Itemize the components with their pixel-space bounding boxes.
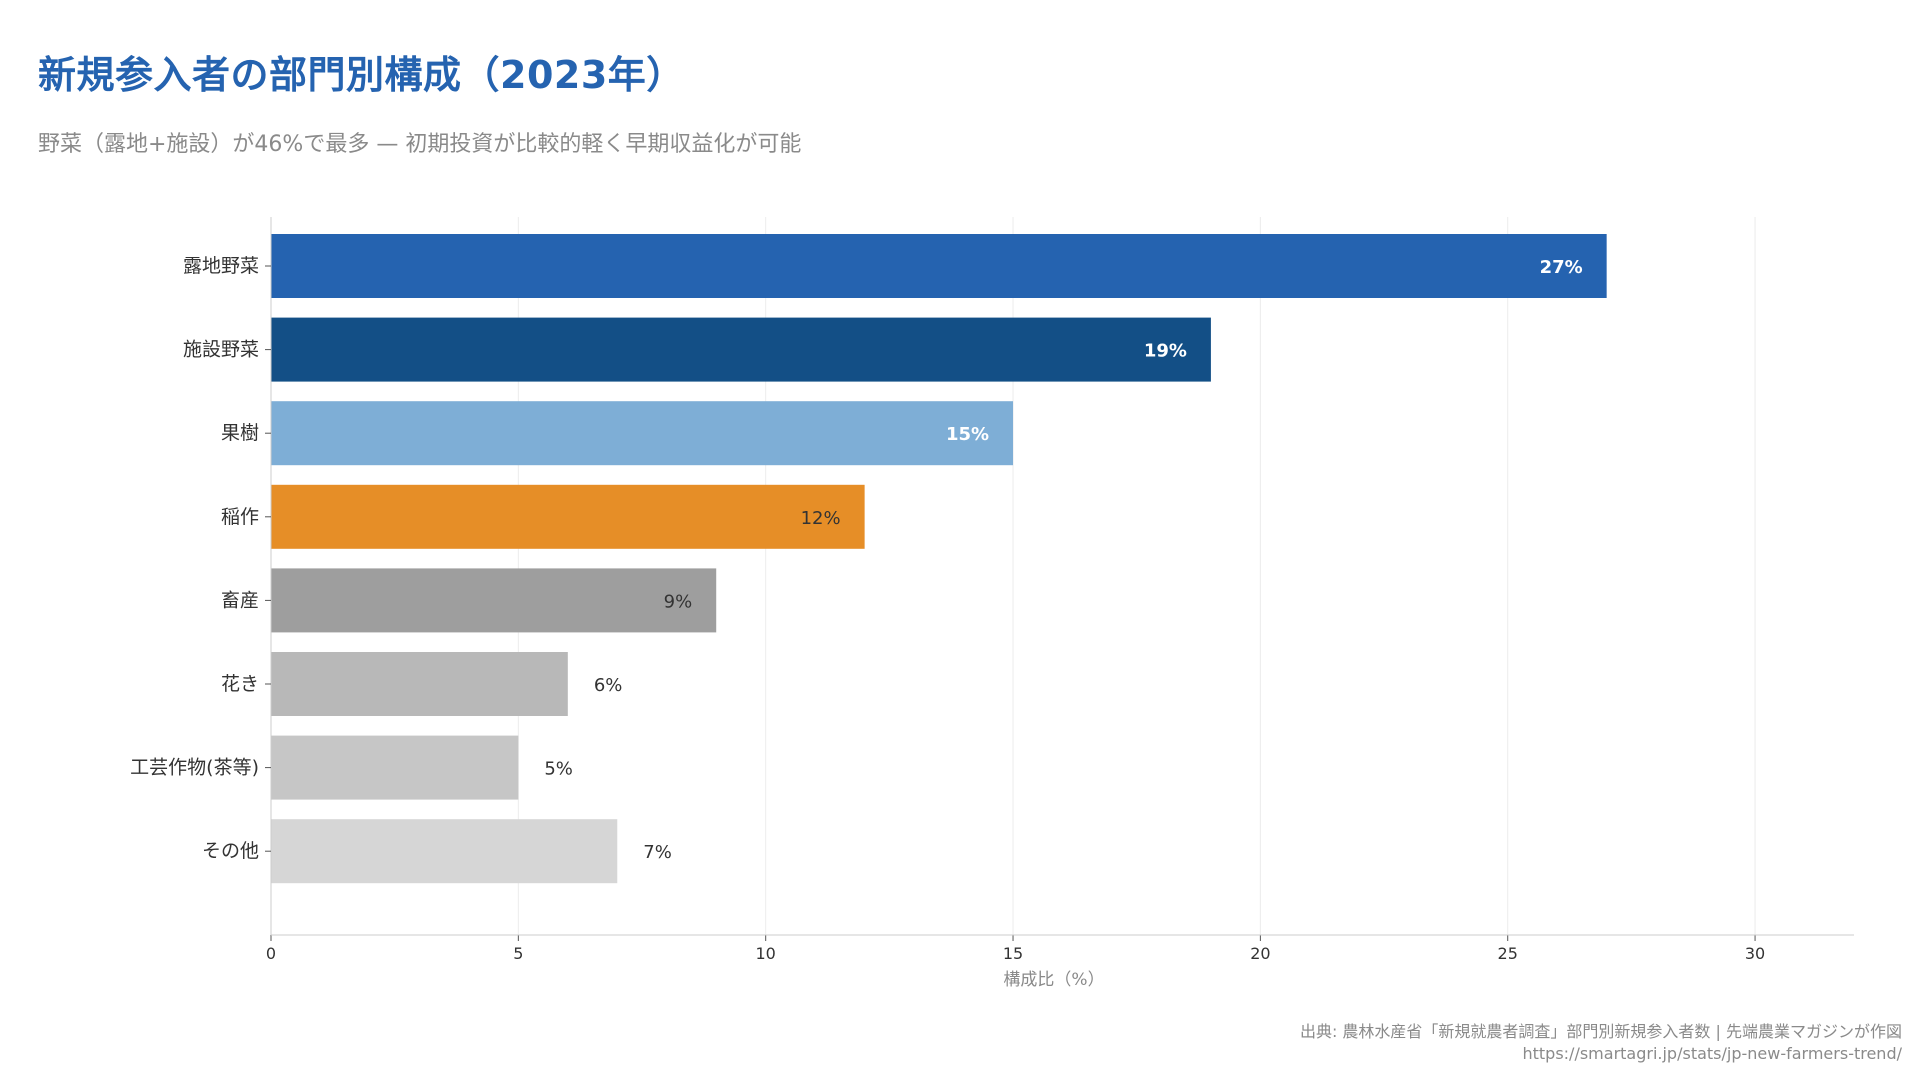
chart-title: 新規参入者の部門別構成（2023年） <box>38 53 685 97</box>
x-tick-label: 25 <box>1498 944 1518 963</box>
source-url: https://smartagri.jp/stats/jp-new-farmer… <box>1522 1044 1902 1063</box>
value-label: 27% <box>1540 257 1583 278</box>
bar <box>271 484 865 549</box>
category-label: 工芸作物(茶等) <box>130 757 259 779</box>
category-label: 露地野菜 <box>183 255 259 277</box>
value-label: 5% <box>544 759 573 780</box>
bars: 27% 19% 15% 12% 9% 6% 5% 7% <box>271 234 1607 884</box>
value-label: 19% <box>1144 341 1187 362</box>
bar <box>271 735 519 800</box>
x-tick-label: 20 <box>1250 944 1270 963</box>
source-text: 出典: 農林水産省「新規就農者調査」部門別新規参入者数 | 先端農業マガジンが作… <box>1299 1022 1902 1041</box>
value-label: 7% <box>643 842 672 863</box>
category-label: 施設野菜 <box>183 339 259 361</box>
x-tick-label: 0 <box>266 944 276 963</box>
value-label: 6% <box>594 675 623 696</box>
category-label: 稲作 <box>221 506 259 528</box>
chart-subtitle: 野菜（露地+施設）が46%で最多 — 初期投資が比較的軽く早期収益化が可能 <box>38 132 802 157</box>
category-label: 果樹 <box>221 422 259 444</box>
bar <box>271 652 568 716</box>
bar <box>271 234 1607 298</box>
bar <box>271 819 618 884</box>
x-tick-label: 30 <box>1745 944 1765 963</box>
bar <box>271 568 717 633</box>
x-axis-label: 構成比（%） <box>1003 970 1104 990</box>
category-label: 花き <box>221 673 259 695</box>
category-label: その他 <box>202 840 259 862</box>
x-tick-label: 5 <box>513 944 523 963</box>
value-label: 9% <box>664 591 693 612</box>
x-tick-label: 10 <box>756 944 776 963</box>
bar <box>271 401 1014 466</box>
x-tick-label: 15 <box>1003 944 1023 963</box>
category-label: 畜産 <box>221 589 259 611</box>
value-label: 15% <box>946 424 989 445</box>
value-label: 12% <box>801 508 841 529</box>
bar <box>271 317 1211 382</box>
